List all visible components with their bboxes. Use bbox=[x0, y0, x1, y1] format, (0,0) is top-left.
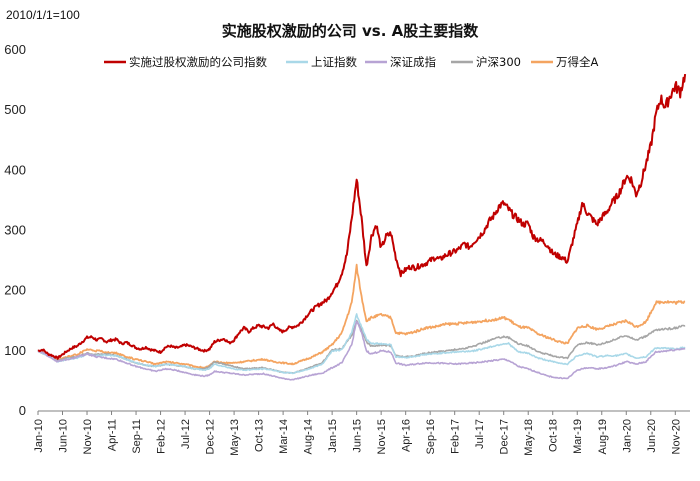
y-tick-label: 100 bbox=[4, 343, 26, 358]
x-tick-label: Nov-10 bbox=[82, 419, 94, 454]
y-tick-label: 300 bbox=[4, 223, 26, 238]
legend-label: 万得全A bbox=[556, 55, 598, 69]
x-tick-label: Sep-16 bbox=[425, 419, 437, 454]
x-axis: Jan-10 Jun-10 Nov-10 Apr-11 Sep-11 Feb-12 Jul-… bbox=[33, 410, 690, 456]
chart-title: 实施股权激励的公司 vs. A股主要指数 bbox=[222, 22, 479, 40]
series-line bbox=[37, 320, 686, 381]
base-note: 2010/1/1=100 bbox=[6, 8, 80, 22]
x-tick-label: Mar-14 bbox=[278, 419, 290, 454]
x-tick-label: Aug-19 bbox=[597, 419, 609, 454]
x-tick-label: Oct-13 bbox=[254, 419, 266, 452]
series-line bbox=[37, 263, 686, 369]
x-tick-label: Dec-12 bbox=[205, 419, 217, 454]
x-tick-label: Nov-15 bbox=[376, 419, 388, 454]
x-tick-label: Aug-14 bbox=[303, 419, 315, 454]
x-tick-label: Feb-17 bbox=[450, 419, 462, 454]
series-layer bbox=[37, 73, 687, 381]
x-tick-label: Jun-10 bbox=[58, 419, 70, 453]
x-tick-label: Jul-17 bbox=[474, 419, 486, 449]
y-tick-label: 600 bbox=[4, 42, 26, 57]
y-tick-label: 400 bbox=[4, 162, 26, 177]
x-tick-label: Sep-11 bbox=[131, 419, 143, 454]
x-tick-label: Mar-19 bbox=[572, 419, 584, 454]
x-tick-label: Apr-11 bbox=[107, 419, 119, 451]
series-line bbox=[37, 313, 686, 375]
y-tick-label: 200 bbox=[4, 283, 26, 298]
legend: 实施过股权激励的公司指数 上证指数 深证成指 沪深300 万得全A bbox=[104, 55, 598, 69]
y-tick-label: 500 bbox=[4, 102, 26, 117]
x-tick-label: Jun-20 bbox=[646, 419, 658, 453]
x-tick-label: Jun-15 bbox=[352, 419, 364, 453]
x-tick-label: Feb-12 bbox=[156, 419, 168, 454]
legend-label: 深证成指 bbox=[390, 55, 436, 69]
series-line bbox=[37, 73, 687, 360]
x-tick-label: May-18 bbox=[523, 419, 535, 456]
y-axis: 0 100 200 300 400 500 600 bbox=[4, 42, 26, 418]
x-tick-label: May-13 bbox=[229, 419, 241, 456]
y-tick-label: 0 bbox=[19, 403, 26, 418]
legend-label: 实施过股权激励的公司指数 bbox=[129, 55, 267, 69]
legend-label: 上证指数 bbox=[311, 55, 357, 69]
x-tick-label: Oct-18 bbox=[548, 419, 560, 452]
x-tick-label: Apr-16 bbox=[401, 419, 413, 452]
x-tick-label: Jan-15 bbox=[327, 419, 339, 453]
x-tick-label: Nov-20 bbox=[670, 419, 682, 454]
x-tick-label: Jul-12 bbox=[180, 419, 192, 449]
x-tick-label: Jan-20 bbox=[621, 419, 633, 453]
x-tick-label: Jan-10 bbox=[33, 419, 45, 453]
x-tick-label: Dec-17 bbox=[499, 419, 511, 454]
legend-label: 沪深300 bbox=[476, 55, 521, 69]
